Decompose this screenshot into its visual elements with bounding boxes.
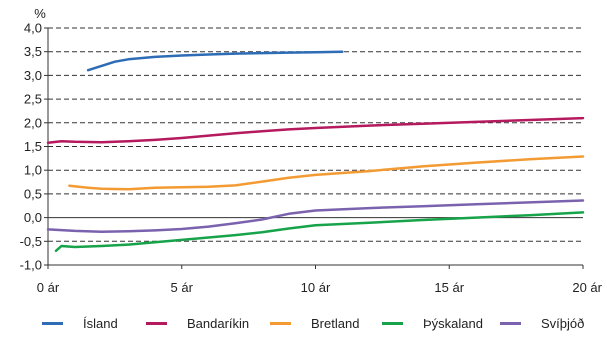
y-tick-label: -0,5 (20, 234, 42, 249)
series-line (86, 50, 344, 72)
y-tick-label: 0,0 (24, 210, 42, 225)
legend-item: Þýskaland (382, 311, 483, 335)
x-tick-label: 0 ár (37, 280, 60, 295)
legend: Ísland Bandaríkin Bretland Þýskaland Svíþjóð (0, 311, 607, 335)
y-tick-label: 3,0 (24, 68, 42, 83)
y-axis-unit-label: % (34, 6, 46, 21)
y-tick-label: 2,0 (24, 115, 42, 130)
legend-item: Bretland (270, 311, 359, 335)
line-chart: % 0 ár 5 ár 10 ár 15 ár 20 ár -1,0 -0,5 0,0 0,5… (20, 6, 603, 295)
y-tick-label: -1,0 (20, 258, 42, 273)
x-tick-label: 5 ár (171, 280, 194, 295)
y-tick-label: 2,5 (24, 92, 42, 107)
y-tick-label: 1,0 (24, 163, 42, 178)
legend-label: Þýskaland (423, 315, 483, 331)
legend-label: Bandaríkin (187, 315, 250, 331)
y-tick-label: 0,5 (24, 186, 42, 201)
legend-swatch (270, 321, 291, 325)
x-tick-label: 10 ár (301, 280, 331, 295)
y-tick-label: 1,5 (24, 139, 42, 154)
legend-swatch (382, 321, 403, 325)
series-line (46, 116, 585, 144)
legend-swatch (500, 321, 521, 325)
legend-label: Svíþjóð (541, 315, 585, 331)
series-line (46, 199, 585, 234)
x-axis-ticks: 0 ár 5 ár 10 ár 15 ár 20 ár (37, 265, 603, 295)
x-tick-label: 20 ár (572, 280, 602, 295)
series-lines (46, 50, 585, 253)
legend-item: Bandaríkin (146, 311, 249, 335)
y-axis-ticks: -1,0 -0,5 0,0 0,5 1,0 1,5 2,0 2,5 3,0 3,5 4,0 (20, 21, 48, 273)
legend-label: Bretland (311, 315, 360, 331)
y-tick-label: 4,0 (24, 21, 42, 36)
series-line (68, 155, 585, 191)
legend-item: Ísland (42, 311, 118, 335)
legend-swatch (146, 321, 167, 325)
legend-label: Ísland (83, 315, 118, 331)
x-tick-label: 15 ár (434, 280, 464, 295)
y-tick-label: 3,5 (24, 44, 42, 59)
legend-swatch (42, 321, 63, 325)
legend-item: Svíþjóð (500, 311, 584, 335)
series-line (54, 211, 585, 253)
